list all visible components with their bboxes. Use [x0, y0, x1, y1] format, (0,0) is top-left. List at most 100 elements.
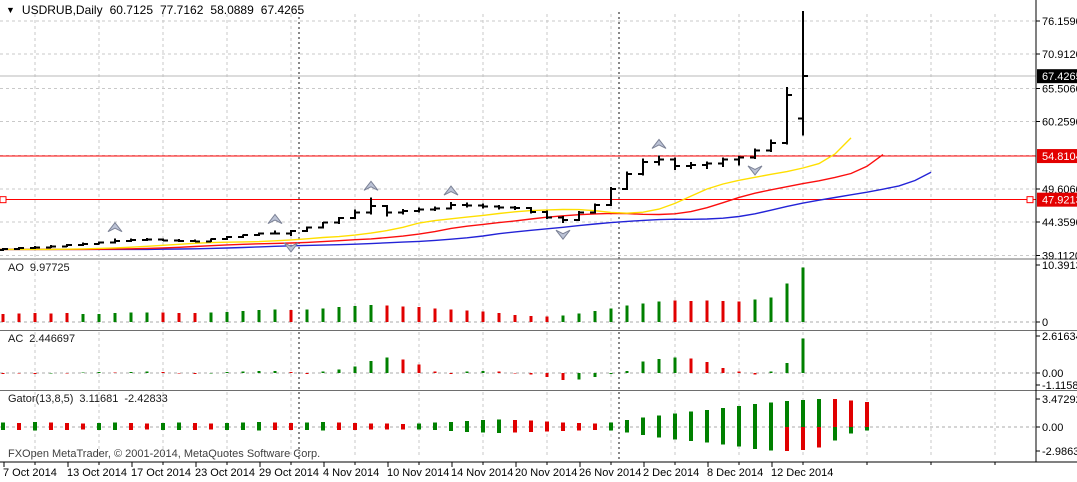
price-bar: [94, 241, 104, 245]
price-bar: [286, 229, 296, 236]
price-bar: [702, 161, 712, 169]
price-bar: [126, 238, 136, 242]
level-price-label-text: 54.8104: [1042, 151, 1077, 163]
price-bar: [78, 242, 88, 247]
alligator-jaw-line[interactable]: [0, 171, 932, 251]
price-bar: [238, 234, 248, 239]
price-bar: [254, 232, 264, 237]
ac-zero-label: 0.00: [1042, 368, 1063, 380]
price-bar: [734, 155, 744, 166]
price-axis-label: 60.2590: [1042, 117, 1077, 129]
price-bar: [542, 210, 552, 219]
ac-panel-area[interactable]: [0, 331, 1036, 390]
price-bar: [350, 209, 360, 220]
price-bar: [766, 139, 776, 153]
dropdown-arrow-icon[interactable]: ▼: [6, 5, 15, 15]
price-bar: [398, 208, 408, 215]
price-bar: [318, 221, 328, 229]
price-bar: [478, 203, 488, 209]
watermark: FXOpen MetaTrader, © 2001-2014, MetaQuot…: [8, 448, 321, 460]
level-line-handle[interactable]: [1026, 196, 1034, 204]
price-axis-label: 65.5060: [1042, 83, 1077, 95]
price-bar: [110, 238, 120, 244]
alligator-teeth-line[interactable]: [0, 154, 884, 251]
ac-scale-min-label: -1.115826: [1042, 380, 1077, 392]
gator-zero-label: 0.00: [1042, 422, 1063, 434]
fractal-down-arrow: [283, 242, 299, 253]
price-axis-label: 70.9120: [1042, 49, 1077, 61]
price-bar: [142, 237, 152, 241]
time-axis-label: 17 Oct 2014: [131, 467, 191, 479]
title-high: 77.7162: [160, 3, 204, 17]
current-price-label: [1037, 69, 1077, 84]
price-bar: [366, 197, 376, 215]
time-axis-label: 23 Oct 2014: [195, 467, 255, 479]
price-axis-label: 76.1590: [1042, 16, 1077, 28]
price-bar: [174, 239, 184, 242]
fractal-down-arrow: [747, 165, 763, 176]
ao-panel-label: AO 9.97725: [8, 262, 76, 274]
price-bar: [30, 246, 40, 250]
price-bar: [62, 244, 72, 248]
price-bar: [510, 205, 520, 210]
title-open: 60.7125: [109, 3, 153, 17]
price-bar: [446, 202, 456, 210]
price-bar: [414, 207, 424, 213]
fractal-down-arrow: [555, 229, 571, 241]
price-axis[interactable]: [1036, 0, 1077, 462]
ac-scale-max-label: 2.616341: [1042, 331, 1077, 343]
price-bar: [638, 158, 648, 176]
price-bar: [334, 217, 344, 224]
price-bar: [718, 157, 728, 168]
ao-panel-area[interactable]: [0, 260, 1036, 330]
price-bar: [750, 148, 760, 159]
price-bar: [462, 202, 472, 208]
fractal-up-arrow: [651, 138, 667, 149]
price-bar: [206, 238, 216, 243]
gator-panel-label: Gator(13,8,5) 3.11681 -2.42833: [8, 393, 174, 405]
time-axis-label: 13 Oct 2014: [67, 467, 127, 479]
price-bar: [222, 236, 232, 241]
fractal-up-arrow: [363, 180, 379, 191]
fractal-up-arrow: [443, 185, 459, 196]
ac-indicator-value: 2.446697: [29, 333, 76, 345]
ao-scale-max-label: 10.39131: [1042, 260, 1077, 272]
price-bar: [382, 205, 392, 217]
main-plot-area[interactable]: [0, 0, 1036, 258]
level-line-handle[interactable]: [0, 196, 7, 204]
gator-indicator-value-down: -2.42833: [124, 393, 168, 405]
level-price-label: [1037, 192, 1077, 207]
price-bar: [590, 203, 600, 214]
fractal-up-arrow: [267, 213, 283, 224]
time-axis-label: 4 Nov 2014: [323, 467, 379, 479]
title-symbol: USDRUB,Daily: [21, 3, 103, 17]
current-price-label-text: 67.4265: [1042, 71, 1077, 83]
time-axis-label: 2 Dec 2014: [643, 467, 699, 479]
ac-indicator-name: AC: [8, 333, 24, 345]
price-bar: [430, 206, 440, 212]
ao-zero-label: 0: [1042, 317, 1048, 329]
time-axis-label: 7 Oct 2014: [3, 467, 57, 479]
time-axis-label: 12 Dec 2014: [771, 467, 833, 479]
gator-scale-min-label: -2.98633: [1042, 446, 1077, 458]
time-axis-label: 10 Nov 2014: [387, 467, 449, 479]
fractal-up-arrow: [107, 221, 123, 233]
ac-panel-label: AC 2.446697: [8, 333, 81, 345]
ao-indicator-name: AO: [8, 262, 24, 274]
price-bar: [158, 238, 168, 242]
price-bar: [782, 87, 792, 145]
level-price-label-text: 47.9213: [1042, 195, 1077, 207]
time-axis-label: 14 Nov 2014: [451, 467, 513, 479]
price-bar: [526, 206, 536, 214]
gator-indicator-value-up: 3.11681: [79, 393, 119, 405]
time-axis[interactable]: [0, 463, 1077, 482]
price-bar: [798, 11, 808, 136]
alligator-lips-line[interactable]: [0, 137, 852, 251]
gator-indicator-name: Gator(13,8,5): [8, 393, 74, 405]
title-close: 67.4265: [260, 3, 305, 17]
symbol-title: ▼ USDRUB,Daily 60.7125 77.7162 58.0889 67.426…: [6, 3, 304, 17]
price-bar: [606, 187, 616, 206]
price-bar: [46, 245, 56, 249]
title-low: 58.0889: [210, 3, 254, 17]
